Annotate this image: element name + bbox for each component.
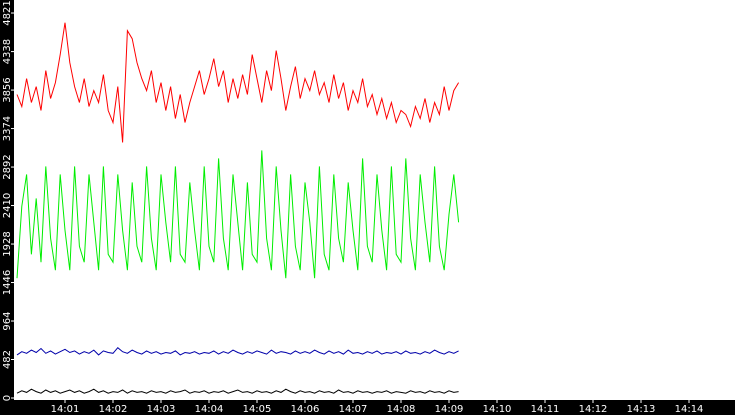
- x-tick-label: 14:14: [675, 404, 704, 415]
- y-tick-label: 482: [2, 350, 13, 369]
- y-tick-label: 4821: [2, 0, 13, 25]
- series-line: [16, 388, 459, 394]
- y-tick-label: 964: [2, 311, 13, 330]
- y-tick-label: 2892: [2, 154, 13, 179]
- x-tick-label: 14:07: [339, 404, 368, 415]
- y-tick-label: 2410: [2, 193, 13, 218]
- series-line: [16, 347, 459, 356]
- x-tick-label: 14:11: [531, 404, 560, 415]
- series-line: [16, 150, 460, 279]
- x-tick-label: 14:02: [99, 404, 128, 415]
- y-tick-label: 3374: [2, 116, 13, 141]
- x-tick-label: 14:05: [243, 404, 272, 415]
- x-tick-label: 14:03: [147, 404, 176, 415]
- y-tick-label: 1446: [2, 270, 13, 295]
- y-axis-strip: [0, 0, 14, 415]
- x-tick-label: 14:10: [483, 404, 512, 415]
- y-tick-label: 4338: [2, 39, 13, 64]
- y-tick-label: 3856: [2, 77, 13, 102]
- series-line: [16, 22, 460, 143]
- x-tick-label: 14:12: [579, 404, 608, 415]
- y-tick-label: 1928: [2, 231, 13, 256]
- y-tick-label: 0: [2, 395, 13, 401]
- x-tick-label: 14:08: [387, 404, 416, 415]
- x-tick-label: 14:06: [291, 404, 320, 415]
- x-tick-label: 14:01: [51, 404, 80, 415]
- x-tick-label: 14:04: [195, 404, 224, 415]
- x-tick-label: 14:13: [627, 404, 656, 415]
- x-tick-label: 14:09: [435, 404, 464, 415]
- x-axis-strip: [0, 400, 735, 415]
